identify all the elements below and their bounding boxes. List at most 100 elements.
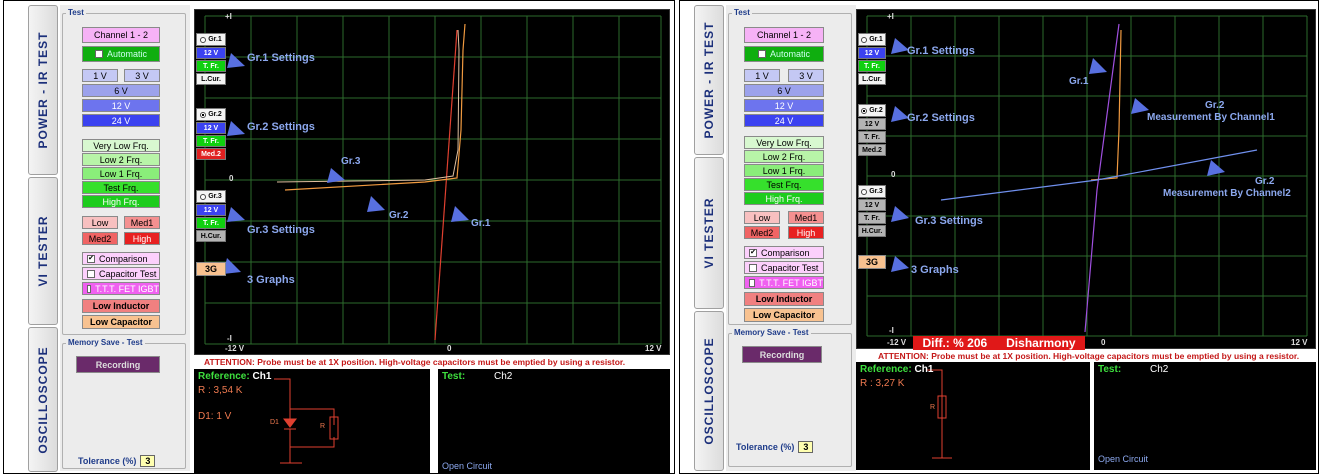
3v-button[interactable]: 3 V [788, 69, 824, 82]
radio[interactable] [200, 193, 207, 200]
test-panel: Test: Ch2 Open Circuit [1094, 362, 1316, 470]
tab-label: POWER - IR TEST [702, 21, 716, 139]
checkbox[interactable] [94, 50, 103, 58]
gr3-radio[interactable]: Gr.3 [858, 185, 886, 198]
gr1-voltage[interactable]: 12 V [858, 47, 886, 59]
gr1-current[interactable]: L.Cur. [858, 73, 886, 85]
low-button[interactable]: Low [744, 211, 780, 224]
low-button[interactable]: Low [82, 216, 118, 229]
gr2-current[interactable]: Med.2 [858, 144, 886, 156]
low-1-frq-button[interactable]: Low 1 Frq. [744, 164, 824, 177]
tab-power-ir-test[interactable]: POWER - IR TEST [28, 5, 58, 175]
high-frq-button[interactable]: High Frq. [82, 195, 160, 208]
very-low-frq-button[interactable]: Very Low Frq. [82, 139, 160, 152]
low-1-frq-button[interactable]: Low 1 Frq. [82, 167, 160, 180]
gr2-voltage[interactable]: 12 V [858, 118, 886, 130]
tolerance-input[interactable]: 3 [798, 441, 814, 453]
checkbox[interactable] [749, 278, 756, 287]
gr3-current[interactable]: H.Cur. [858, 225, 886, 237]
tab-label: VI TESTER [36, 215, 50, 287]
med2-button[interactable]: Med2 [82, 232, 118, 245]
med2-button[interactable]: Med2 [744, 226, 780, 239]
ttt-fet-igbt-checkbox[interactable]: T.T.T. FET IGBT [744, 276, 824, 289]
recording-button[interactable]: Recording [76, 356, 160, 373]
comparison-checkbox[interactable]: ✔ Comparison [744, 246, 824, 259]
med1-button[interactable]: Med1 [124, 216, 160, 229]
med1-button[interactable]: Med1 [788, 211, 824, 224]
ttt-fet-igbt-checkbox[interactable]: T.T.T. FET IGBT [82, 282, 160, 295]
channel-button[interactable]: Channel 1 - 2 [82, 27, 160, 43]
gr2-freq[interactable]: T. Fr. [196, 135, 226, 147]
gr1-curve [434, 29, 458, 341]
gr3-current[interactable]: H.Cur. [196, 230, 226, 242]
axis-top-label: +I [225, 12, 232, 21]
gr1-freq[interactable]: T. Fr. [858, 60, 886, 72]
radio[interactable] [200, 36, 207, 43]
checkbox[interactable] [87, 269, 95, 278]
radio[interactable] [861, 36, 868, 43]
1v-button[interactable]: 1 V [82, 69, 118, 82]
automatic-toggle[interactable]: Automatic [82, 46, 160, 62]
radio[interactable] [200, 111, 207, 118]
channel-button[interactable]: Channel 1 - 2 [744, 27, 824, 43]
gr1-radio[interactable]: Gr.1 [196, 33, 226, 46]
automatic-toggle[interactable]: Automatic [744, 46, 824, 62]
tab-oscilloscope[interactable]: OSCILLOSCOPE [28, 327, 58, 472]
tolerance-input[interactable]: 3 [140, 455, 156, 467]
6v-button[interactable]: 6 V [82, 84, 160, 97]
gr2-current[interactable]: Med.2 [196, 148, 226, 160]
test-frq-button[interactable]: Test Frq. [82, 181, 160, 194]
high-button[interactable]: High [788, 226, 824, 239]
recording-button[interactable]: Recording [742, 346, 822, 363]
gr2-voltage[interactable]: 12 V [196, 122, 226, 134]
low-2-frq-button[interactable]: Low 2 Frq. [744, 150, 824, 163]
three-graphs-button[interactable]: 3G [858, 255, 886, 269]
checkbox[interactable] [749, 263, 757, 272]
tab-vi-tester[interactable]: VI TESTER [694, 157, 724, 309]
capacitor-test-checkbox[interactable]: Capacitor Test [82, 267, 160, 280]
gr1-freq[interactable]: T. Fr. [196, 60, 226, 72]
tab-oscilloscope[interactable]: OSCILLOSCOPE [694, 311, 724, 471]
3v-button[interactable]: 3 V [124, 69, 160, 82]
high-frq-button[interactable]: High Frq. [744, 192, 824, 205]
gr2-radio[interactable]: Gr.2 [858, 104, 886, 117]
1v-button[interactable]: 1 V [744, 69, 780, 82]
gr3-voltage[interactable]: 12 V [196, 204, 226, 216]
tab-label: OSCILLOSCOPE [702, 337, 716, 445]
radio[interactable] [861, 107, 868, 114]
test-title-text: Test: [442, 371, 466, 382]
gr1-voltage[interactable]: 12 V [196, 47, 226, 59]
tab-vi-tester[interactable]: VI TESTER [28, 177, 58, 325]
gr3-voltage[interactable]: 12 V [858, 199, 886, 211]
comparison-checkbox[interactable]: ✔ Comparison [82, 252, 160, 265]
gr1-current[interactable]: L.Cur. [196, 73, 226, 85]
test-frq-button[interactable]: Test Frq. [744, 178, 824, 191]
low-inductor-button[interactable]: Low Inductor [744, 292, 824, 306]
gr2-radio[interactable]: Gr.2 [196, 108, 226, 121]
gr1-radio[interactable]: Gr.1 [858, 33, 886, 46]
12v-button[interactable]: 12 V [744, 99, 824, 112]
checkbox[interactable] [757, 50, 766, 58]
gr3-freq[interactable]: T. Fr. [858, 212, 886, 224]
24v-button[interactable]: 24 V [82, 114, 160, 127]
checkbox[interactable]: ✔ [749, 248, 757, 257]
gr3-radio[interactable]: Gr.3 [196, 190, 226, 203]
low-capacitor-button[interactable]: Low Capacitor [82, 315, 160, 329]
three-graphs-button[interactable]: 3G [196, 262, 226, 276]
very-low-frq-button[interactable]: Very Low Frq. [744, 136, 824, 149]
12v-button[interactable]: 12 V [82, 99, 160, 112]
low-2-frq-button[interactable]: Low 2 Frq. [82, 153, 160, 166]
24v-button[interactable]: 24 V [744, 114, 824, 127]
ref-resistance: R : 3,27 K [860, 378, 905, 389]
checkbox[interactable]: ✔ [87, 254, 95, 263]
tab-power-ir-test[interactable]: POWER - IR TEST [694, 5, 724, 155]
low-inductor-button[interactable]: Low Inductor [82, 299, 160, 313]
gr3-freq[interactable]: T. Fr. [196, 217, 226, 229]
radio[interactable] [861, 188, 868, 195]
capacitor-test-checkbox[interactable]: Capacitor Test [744, 261, 824, 274]
6v-button[interactable]: 6 V [744, 84, 824, 97]
low-capacitor-button[interactable]: Low Capacitor [744, 308, 824, 322]
checkbox[interactable] [87, 284, 92, 293]
high-button[interactable]: High [124, 232, 160, 245]
gr2-freq[interactable]: T. Fr. [858, 131, 886, 143]
